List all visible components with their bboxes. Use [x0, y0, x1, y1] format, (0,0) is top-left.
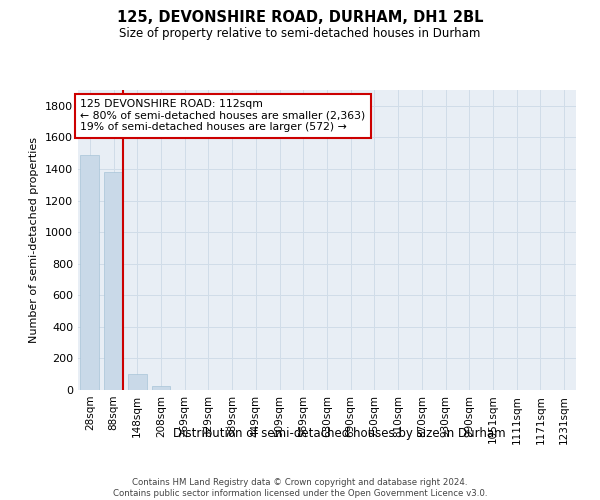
Bar — [80, 154, 100, 390]
Bar — [128, 374, 147, 390]
Bar — [152, 386, 170, 390]
Bar — [104, 172, 123, 390]
Text: 125, DEVONSHIRE ROAD, DURHAM, DH1 2BL: 125, DEVONSHIRE ROAD, DURHAM, DH1 2BL — [117, 10, 483, 25]
Text: Size of property relative to semi-detached houses in Durham: Size of property relative to semi-detach… — [119, 28, 481, 40]
Text: Distribution of semi-detached houses by size in Durham: Distribution of semi-detached houses by … — [173, 428, 505, 440]
Text: 125 DEVONSHIRE ROAD: 112sqm
← 80% of semi-detached houses are smaller (2,363)
19: 125 DEVONSHIRE ROAD: 112sqm ← 80% of sem… — [80, 99, 366, 132]
Text: Contains HM Land Registry data © Crown copyright and database right 2024.
Contai: Contains HM Land Registry data © Crown c… — [113, 478, 487, 498]
Y-axis label: Number of semi-detached properties: Number of semi-detached properties — [29, 137, 40, 343]
